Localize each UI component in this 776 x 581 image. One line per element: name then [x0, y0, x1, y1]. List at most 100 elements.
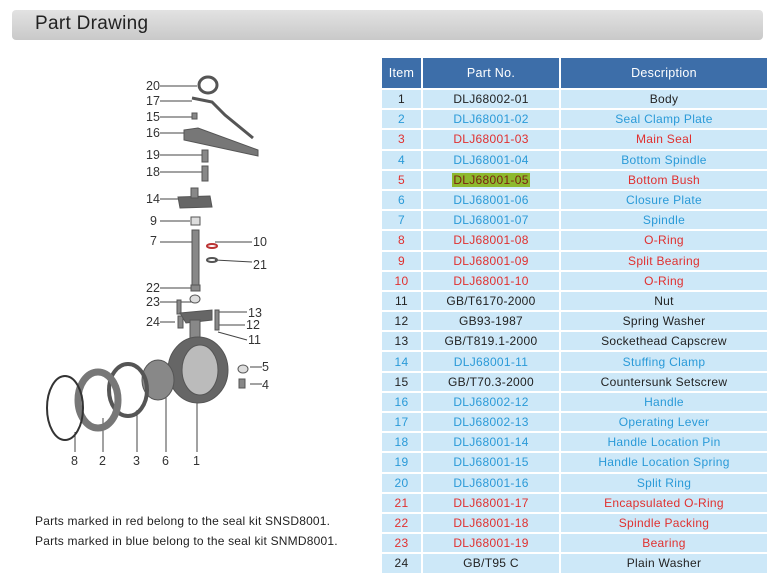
- callout-16: 16: [146, 126, 160, 140]
- callout-1: 1: [193, 454, 200, 468]
- part-no-cell: DLJ68002-13: [423, 413, 559, 432]
- description-cell: Main Seal: [561, 130, 767, 149]
- part-no: GB/T95 C: [463, 556, 519, 571]
- table-row: 18 DLJ68001-14 Handle Location Pin: [382, 433, 767, 452]
- description-cell: Handle Location Spring: [561, 453, 767, 472]
- callout-13: 13: [248, 306, 262, 320]
- note-blue-kit: Parts marked in blue belong to the seal …: [35, 534, 338, 548]
- description-cell: Spindle: [561, 211, 767, 230]
- note-red-kit: Parts marked in red belong to the seal k…: [35, 514, 331, 528]
- part-no: DLJ68001-04: [453, 152, 529, 167]
- callout-9: 9: [150, 214, 157, 228]
- page-title: Part Drawing: [35, 13, 149, 34]
- part-no: DLJ68001-19: [453, 536, 529, 551]
- part-no-cell: GB/T70.3-2000: [423, 372, 559, 391]
- description-cell: Seal Clamp Plate: [561, 110, 767, 129]
- part-no: DLJ68002-01: [453, 92, 529, 107]
- description-cell: Split Bearing: [561, 251, 767, 270]
- part-no-cell: DLJ68001-07: [423, 211, 559, 230]
- callout-14: 14: [146, 192, 160, 206]
- description-cell: Handle Location Pin: [561, 433, 767, 452]
- table-row: 1 DLJ68002-01 Body: [382, 90, 767, 109]
- callout-23: 23: [146, 295, 160, 309]
- table-row: 20 DLJ68001-16 Split Ring: [382, 473, 767, 492]
- table-row: 8 DLJ68001-08 O-Ring: [382, 231, 767, 250]
- callout-20: 20: [146, 79, 160, 93]
- part-no-cell: DLJ68001-17: [423, 493, 559, 512]
- callout-15: 15: [146, 110, 160, 124]
- part-no: DLJ68001-08: [453, 233, 529, 248]
- table-row: 22 DLJ68001-18 Spindle Packing: [382, 513, 767, 533]
- item-cell: 5: [382, 170, 421, 189]
- description-cell: O-Ring: [561, 271, 767, 290]
- parts-table: Item Part No. Description 1 DLJ68002-01 Bo…: [380, 56, 769, 575]
- part-no-cell: DLJ68001-04: [423, 150, 559, 169]
- callout-10: 10: [253, 235, 267, 249]
- part-no: DLJ68002-13: [453, 415, 529, 430]
- callout-12: 12: [246, 318, 260, 332]
- item-cell: 20: [382, 473, 421, 492]
- description-cell: Encapsulated O-Ring: [561, 493, 767, 512]
- table-row: 11 GB/T6170-2000 Nut: [382, 291, 767, 311]
- callout-21: 21: [253, 258, 267, 272]
- table-row: 17 DLJ68002-13 Operating Lever: [382, 413, 767, 432]
- callout-6: 6: [162, 454, 169, 468]
- item-cell: 15: [382, 372, 421, 391]
- description-cell: Bottom Spindle: [561, 150, 767, 169]
- part-no: GB/T819.1-2000: [444, 334, 538, 349]
- item-cell: 7: [382, 211, 421, 230]
- item-cell: 24: [382, 554, 421, 573]
- table-row: 4 DLJ68001-04 Bottom Spindle: [382, 150, 767, 169]
- callout-8: 8: [71, 454, 78, 468]
- table-row: 9 DLJ68001-09 Split Bearing: [382, 251, 767, 270]
- part-no: DLJ68001-06: [453, 193, 529, 208]
- part-no: DLJ68001-11: [453, 354, 529, 369]
- table-row: 3 DLJ68001-03 Main Seal: [382, 130, 767, 149]
- callout-11: 11: [248, 333, 261, 347]
- part-no: DLJ68001-17: [453, 495, 529, 510]
- item-cell: 3: [382, 130, 421, 149]
- item-cell: 16: [382, 392, 421, 411]
- title-bar: Part Drawing: [12, 10, 763, 40]
- table-row: 7 DLJ68001-07 Spindle: [382, 211, 767, 230]
- part-no-cell: DLJ68002-12: [423, 392, 559, 411]
- part-no-cell: DLJ68001-11: [423, 352, 559, 371]
- part-no: DLJ68001-14: [453, 435, 529, 450]
- description-cell: Operating Lever: [561, 413, 767, 432]
- description-cell: Sockethead Capscrew: [561, 332, 767, 351]
- callout-19: 19: [146, 148, 160, 162]
- part-no: DLJ68001-15: [453, 455, 529, 470]
- part-no: DLJ68001-09: [453, 253, 529, 268]
- header-description: Description: [561, 58, 767, 88]
- table-row: 24 GB/T95 C Plain Washer: [382, 554, 767, 573]
- callout-3: 3: [133, 454, 140, 468]
- part-no: GB/T70.3-2000: [448, 374, 534, 389]
- part-no-cell: GB/T6170-2000: [423, 291, 559, 311]
- table-row: 2 DLJ68001-02 Seal Clamp Plate: [382, 110, 767, 129]
- part-no: DLJ68001-18: [453, 516, 529, 531]
- part-no-cell: DLJ68001-05: [423, 170, 559, 189]
- part-no: DLJ68001-10: [453, 273, 529, 288]
- description-cell: Split Ring: [561, 473, 767, 492]
- part-no: DLJ68002-12: [453, 394, 529, 409]
- part-no-cell: GB/T819.1-2000: [423, 332, 559, 351]
- callout-2: 2: [99, 454, 106, 468]
- part-no: GB93-1987: [458, 314, 524, 329]
- table-row: 19 DLJ68001-15 Handle Location Spring: [382, 453, 767, 472]
- header-part-no: Part No.: [423, 58, 559, 88]
- item-cell: 9: [382, 251, 421, 270]
- callout-18: 18: [146, 165, 160, 179]
- callout-5: 5: [262, 360, 269, 374]
- item-cell: 6: [382, 190, 421, 210]
- callout-4: 4: [262, 378, 269, 392]
- callout-24: 24: [146, 315, 160, 329]
- table-row: 21 DLJ68001-17 Encapsulated O-Ring: [382, 493, 767, 512]
- item-cell: 2: [382, 110, 421, 129]
- item-cell: 17: [382, 413, 421, 432]
- part-no: DLJ68001-03: [453, 132, 529, 147]
- description-cell: Bottom Bush: [561, 170, 767, 189]
- part-no: DLJ68001-16: [453, 475, 529, 490]
- description-cell: Body: [561, 90, 767, 109]
- table-row: 15 GB/T70.3-2000 Countersunk Setscrew: [382, 372, 767, 391]
- part-no-cell: GB/T95 C: [423, 554, 559, 573]
